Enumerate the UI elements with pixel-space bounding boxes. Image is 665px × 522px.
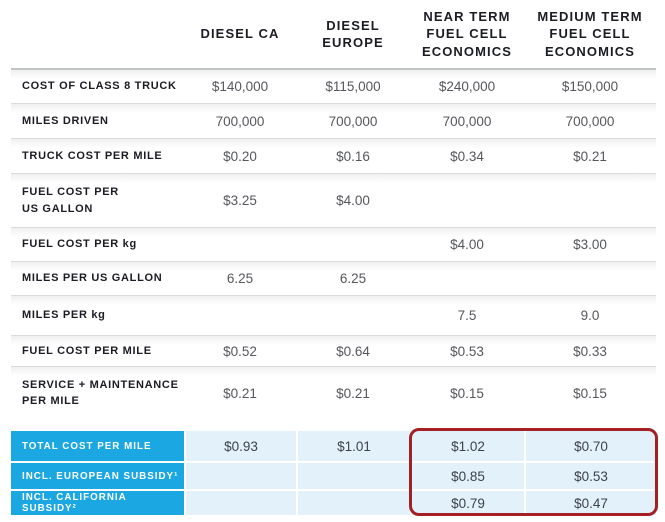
cost-comparison-table: DIESEL CA DIESEL EUROPE NEAR TERM FUEL C…: [11, 0, 656, 515]
cell: $150,000: [561, 79, 619, 94]
cell: $0.79: [410, 491, 524, 515]
row-label: MILES PER US GALLON: [22, 272, 163, 285]
cell: $0.21: [573, 148, 607, 164]
cell: [296, 463, 410, 489]
cell: $0.47: [524, 491, 656, 515]
table-row: SERVICE + MAINTENANCE PER MILE $0.21 $0.…: [11, 367, 656, 419]
cell: 6.25: [226, 271, 254, 286]
table-row: FUEL COST PER US GALLON $3.25 $4.00: [11, 174, 656, 228]
row-label: FUEL COST PER US GALLON: [22, 186, 119, 215]
table-row-total-cost-per-mile: TOTAL COST PER MILE $0.93 $1.01 $1.02 $0…: [11, 431, 656, 461]
cell: $1.02: [410, 431, 524, 461]
cell: $240,000: [438, 79, 496, 94]
row-label: FUEL COST PER MILE: [22, 344, 152, 357]
cell: [184, 491, 296, 515]
cell: 7.5: [457, 308, 477, 323]
cell: $0.21: [223, 385, 257, 401]
table-row-california-subsidy: INCL. CALIFORNIA SUBSIDY² $0.79 $0.47: [11, 491, 656, 515]
cell: $0.21: [336, 385, 370, 401]
table-row: MILES DRIVEN 700,000 700,000 700,000 700…: [11, 104, 656, 139]
row-label: SERVICE + MAINTENANCE PER MILE: [22, 378, 179, 408]
column-header-diesel-europe: DIESEL EUROPE: [322, 17, 384, 50]
cell: $0.64: [336, 343, 370, 359]
cell: $0.93: [184, 431, 296, 461]
column-header-medium-term-fuel-cell: MEDIUM TERM FUEL CELL ECONOMICS: [537, 9, 643, 59]
table-row: FUEL COST PER MILE $0.52 $0.64 $0.53 $0.…: [11, 336, 656, 367]
table-row: FUEL COST PER kg $4.00 $3.00: [11, 228, 656, 262]
column-header-near-term-fuel-cell: NEAR TERM FUEL CELL ECONOMICS: [421, 9, 513, 59]
row-label: MILES DRIVEN: [22, 114, 109, 127]
cell: $0.52: [223, 343, 257, 359]
table-row: COST OF CLASS 8 TRUCK $140,000 $115,000 …: [11, 70, 656, 104]
row-label: INCL. CALIFORNIA SUBSIDY²: [11, 491, 184, 515]
cell: [296, 491, 410, 515]
cell: $0.16: [336, 148, 370, 164]
cell: 700,000: [328, 113, 378, 129]
cell: 6.25: [339, 271, 367, 286]
cell: 700,000: [215, 113, 265, 129]
row-label: TOTAL COST PER MILE: [11, 431, 184, 461]
cell: $0.85: [410, 463, 524, 489]
cell: $140,000: [211, 79, 269, 94]
cell: $0.53: [524, 463, 656, 489]
cell: $0.20: [223, 148, 257, 164]
cell: $3.00: [573, 237, 607, 252]
row-label: MILES PER kg: [22, 309, 106, 322]
cell: $0.53: [450, 343, 484, 359]
row-label: FUEL COST PER kg: [22, 238, 137, 251]
cell: $1.01: [296, 431, 410, 461]
cell: 9.0: [580, 308, 600, 323]
table-row: MILES PER kg 7.5 9.0: [11, 296, 656, 336]
cell: [184, 463, 296, 489]
row-label: INCL. EUROPEAN SUBSIDY¹: [11, 463, 184, 489]
cell: $0.33: [573, 343, 607, 359]
cell: $0.15: [450, 385, 484, 401]
table-row: MILES PER US GALLON 6.25 6.25: [11, 262, 656, 296]
cell: $0.34: [450, 148, 484, 164]
cell: 700,000: [442, 113, 492, 129]
cell: $4.00: [450, 237, 484, 252]
cell: $115,000: [325, 79, 381, 94]
table-header: DIESEL CA DIESEL EUROPE NEAR TERM FUEL C…: [11, 0, 656, 70]
cell: $4.00: [336, 193, 370, 208]
row-label: COST OF CLASS 8 TRUCK: [22, 80, 177, 93]
table-row: TRUCK COST PER MILE $0.20 $0.16 $0.34 $0…: [11, 139, 656, 174]
table-row-european-subsidy: INCL. EUROPEAN SUBSIDY¹ $0.85 $0.53: [11, 463, 656, 489]
cell: $0.15: [573, 385, 607, 401]
cell: $3.25: [223, 193, 257, 208]
column-header-diesel-ca: DIESEL CA: [200, 26, 280, 42]
cell: 700,000: [565, 113, 615, 129]
totals-section: TOTAL COST PER MILE $0.93 $1.01 $1.02 $0…: [11, 431, 656, 515]
row-label: TRUCK COST PER MILE: [22, 149, 163, 162]
cell: $0.70: [524, 431, 656, 461]
